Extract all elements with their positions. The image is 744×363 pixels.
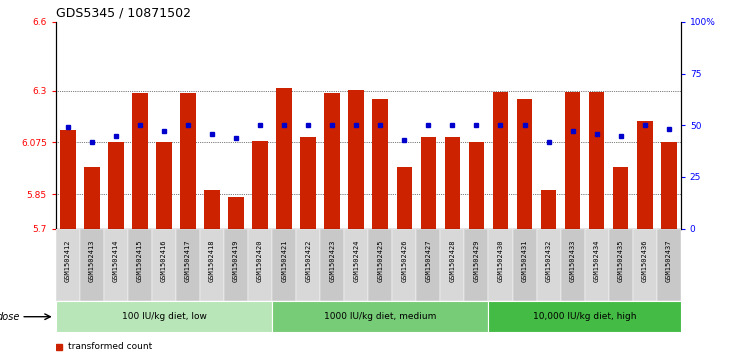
Bar: [513, 229, 536, 301]
Bar: [632, 229, 657, 301]
Bar: [417, 229, 440, 301]
Text: GSM1502435: GSM1502435: [618, 240, 623, 282]
Text: GSM1502413: GSM1502413: [89, 240, 94, 282]
Bar: [613, 167, 629, 229]
Bar: [589, 92, 604, 229]
Bar: [56, 301, 272, 332]
Bar: [180, 93, 196, 229]
Text: GSM1502420: GSM1502420: [257, 240, 263, 282]
Text: GSM1502436: GSM1502436: [642, 240, 648, 282]
Text: GSM1502432: GSM1502432: [545, 240, 551, 282]
Bar: [104, 229, 128, 301]
Bar: [373, 99, 388, 229]
Text: GDS5345 / 10871502: GDS5345 / 10871502: [56, 6, 190, 19]
Bar: [296, 229, 320, 301]
Text: GSM1502419: GSM1502419: [233, 240, 239, 282]
Bar: [657, 229, 681, 301]
Bar: [252, 141, 268, 229]
Bar: [84, 167, 100, 229]
Bar: [445, 137, 461, 229]
Bar: [493, 92, 508, 229]
Text: GSM1502412: GSM1502412: [65, 240, 71, 282]
Bar: [108, 143, 124, 229]
Text: GSM1502433: GSM1502433: [570, 240, 576, 282]
Text: GSM1502414: GSM1502414: [113, 240, 119, 282]
Bar: [609, 229, 632, 301]
Bar: [464, 229, 489, 301]
Bar: [272, 301, 489, 332]
Bar: [565, 92, 580, 229]
Bar: [248, 229, 272, 301]
Bar: [132, 93, 148, 229]
Bar: [560, 229, 585, 301]
Bar: [541, 189, 557, 229]
Bar: [301, 137, 316, 229]
Bar: [348, 90, 364, 229]
Text: GSM1502421: GSM1502421: [281, 240, 287, 282]
Bar: [276, 89, 292, 229]
Text: GSM1502416: GSM1502416: [161, 240, 167, 282]
Bar: [637, 121, 652, 229]
Text: transformed count: transformed count: [68, 342, 153, 351]
Bar: [200, 229, 224, 301]
Bar: [392, 229, 417, 301]
Text: GSM1502422: GSM1502422: [305, 240, 311, 282]
Bar: [489, 301, 681, 332]
Text: GSM1502428: GSM1502428: [449, 240, 455, 282]
Bar: [156, 143, 172, 229]
Bar: [469, 143, 484, 229]
Text: GSM1502423: GSM1502423: [330, 240, 336, 282]
Bar: [224, 229, 248, 301]
Text: GSM1502415: GSM1502415: [137, 240, 143, 282]
Bar: [585, 229, 609, 301]
Text: GSM1502427: GSM1502427: [426, 240, 432, 282]
Bar: [128, 229, 152, 301]
Bar: [80, 229, 104, 301]
Text: GSM1502425: GSM1502425: [377, 240, 383, 282]
Text: GSM1502430: GSM1502430: [498, 240, 504, 282]
Bar: [368, 229, 392, 301]
Text: 1000 IU/kg diet, medium: 1000 IU/kg diet, medium: [324, 312, 437, 321]
Bar: [489, 229, 513, 301]
Text: GSM1502424: GSM1502424: [353, 240, 359, 282]
Bar: [344, 229, 368, 301]
Text: GSM1502437: GSM1502437: [666, 240, 672, 282]
Bar: [420, 137, 436, 229]
Text: GSM1502426: GSM1502426: [401, 240, 407, 282]
Bar: [272, 229, 296, 301]
Text: GSM1502431: GSM1502431: [522, 240, 527, 282]
Text: GSM1502429: GSM1502429: [473, 240, 479, 282]
Bar: [228, 196, 244, 229]
Bar: [204, 189, 220, 229]
Text: GSM1502417: GSM1502417: [185, 240, 191, 282]
Bar: [661, 143, 676, 229]
Text: 10,000 IU/kg diet, high: 10,000 IU/kg diet, high: [533, 312, 636, 321]
Text: dose: dose: [0, 312, 19, 322]
Text: GSM1502418: GSM1502418: [209, 240, 215, 282]
Bar: [152, 229, 176, 301]
Bar: [56, 229, 80, 301]
Bar: [536, 229, 560, 301]
Text: 100 IU/kg diet, low: 100 IU/kg diet, low: [121, 312, 206, 321]
Text: GSM1502434: GSM1502434: [594, 240, 600, 282]
Bar: [397, 167, 412, 229]
Bar: [440, 229, 464, 301]
Bar: [176, 229, 200, 301]
Bar: [324, 93, 340, 229]
Bar: [320, 229, 344, 301]
Bar: [517, 99, 533, 229]
Bar: [60, 130, 76, 229]
